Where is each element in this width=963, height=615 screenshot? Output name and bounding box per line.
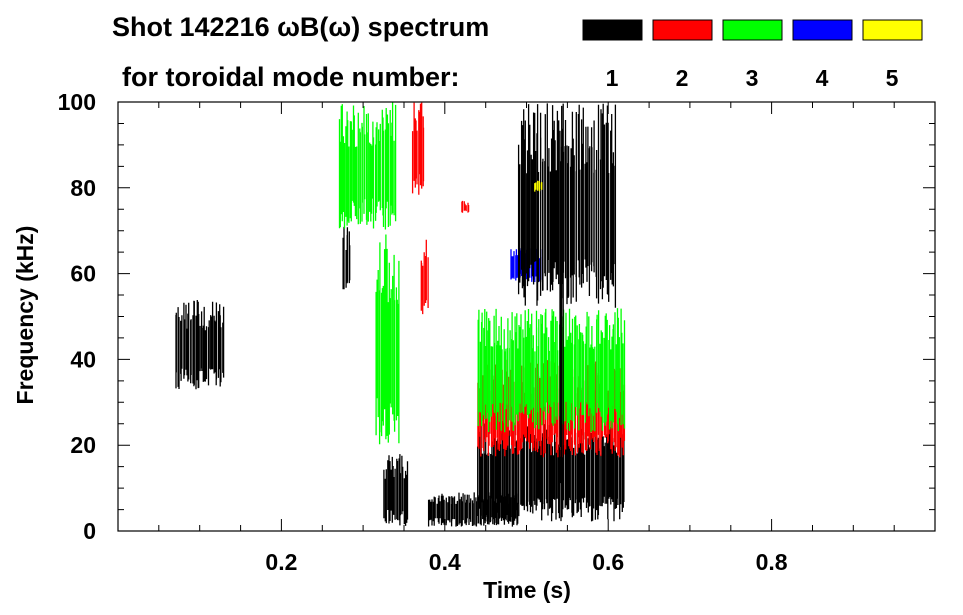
x-tick-label: 0.4 [429,549,461,575]
mode-2-strokes-4 [411,102,425,195]
mode-2-strokes-14 [461,200,470,213]
mode-2-region-4 [411,102,425,195]
mode-1-strokes-1 [342,226,351,290]
legend-label-5: 5 [886,65,899,91]
tick-labels: 0.2 0.4 0.6 0.8 0 20 40 60 80 100 [58,89,788,575]
spectrogram-marks [175,102,626,527]
mode-1-strokes-0 [175,300,225,390]
mode-5-strokes-15 [534,180,543,192]
axis-ticks [117,101,936,532]
y-tick-label: 20 [70,432,96,458]
y-axis-title: Frequency (kHz) [12,226,38,405]
legend-label-2: 2 [676,65,689,91]
legend-swatch-4 [792,19,853,41]
y-tick-label: 40 [70,346,96,372]
legend-label-4: 4 [816,65,829,91]
mode-1-region-0 [175,300,225,390]
legend-label-1: 1 [606,65,619,91]
x-tick-label: 0.2 [265,549,297,575]
y-tick-label: 0 [83,518,96,544]
legend-swatch-3 [722,19,783,41]
legend-caption: for toroidal mode number: [122,62,460,92]
legend-swatch-1 [582,19,643,41]
x-axis-title: Time (s) [483,577,571,603]
mode-2-strokes-5 [420,239,429,315]
mode-1-region-6 [383,454,409,526]
legend-label-3: 3 [746,65,759,91]
x-tick-label: 0.6 [592,549,624,575]
y-tick-label: 60 [70,261,96,287]
x-tick-label: 0.8 [756,549,788,575]
mode-3-strokes-3 [375,234,400,445]
mode-3-region-3 [375,234,400,445]
mode-1-strokes-13 [517,103,617,308]
legend-swatch-5 [862,19,923,41]
y-tick-label: 100 [58,89,96,115]
mode-3-strokes-2 [338,102,397,230]
mode-2-region-5 [420,239,429,315]
chart-title: Shot 142216 ωB(ω) spectrum [112,12,489,42]
mode-3-region-2 [338,102,397,230]
legend-swatch-2 [652,19,713,41]
mode-1-strokes-6 [383,454,409,526]
mode-legend: 1 2 3 4 5 [582,19,923,91]
mode-1-region-12 [559,103,564,484]
tick-marks [117,101,936,532]
mode-1-region-13 [517,103,617,308]
mode-1-strokes-12 [559,103,564,484]
mode-1-region-1 [342,226,351,290]
y-tick-label: 80 [70,175,96,201]
mode-2-region-14 [461,200,470,213]
mode-5-region-15 [534,180,543,192]
